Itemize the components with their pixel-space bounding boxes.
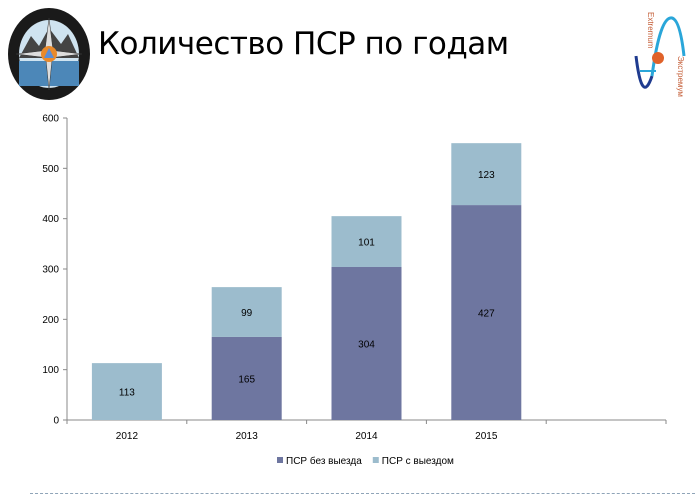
bar-2012-departure xyxy=(91,363,162,420)
legend-label: ПСР с выездом xyxy=(382,456,454,467)
svg-text:Extremum: Extremum xyxy=(646,12,655,49)
x-tick-label: 2012 xyxy=(116,431,139,442)
data-label: 101 xyxy=(358,238,375,249)
y-tick-label: 600 xyxy=(42,114,59,125)
svg-text:Экстремум: Экстремум xyxy=(676,56,685,97)
x-tick-label: 2013 xyxy=(236,431,259,442)
legend-label: ПСР без выезда xyxy=(286,455,362,467)
bar-2013-departure xyxy=(211,287,282,337)
y-tick-label: 400 xyxy=(42,214,59,225)
bar-2013-no-departure xyxy=(211,336,282,420)
y-tick-label: 300 xyxy=(42,265,59,276)
x-tick-label: 2014 xyxy=(355,431,378,442)
bar-2015-no-departure xyxy=(451,205,522,420)
data-label: 123 xyxy=(478,170,495,181)
extremum-logo: Extremum Экстремум xyxy=(634,12,686,97)
data-label: 99 xyxy=(241,308,253,319)
legend-swatch xyxy=(277,457,283,463)
bar-2014-no-departure xyxy=(331,266,402,420)
y-tick-label: 200 xyxy=(42,315,59,326)
y-tick-label: 100 xyxy=(42,365,59,376)
data-label: 113 xyxy=(119,388,135,399)
data-label: 165 xyxy=(238,374,255,385)
x-tick-label: 2015 xyxy=(475,431,498,442)
page-title: Количество ПСР по годам xyxy=(98,26,509,62)
divider xyxy=(30,493,695,494)
y-tick-label: 0 xyxy=(53,416,59,427)
data-label: 427 xyxy=(478,309,495,320)
legend-swatch xyxy=(372,457,379,463)
rescue-team-logo xyxy=(8,8,90,100)
data-label: 304 xyxy=(358,339,375,350)
bar-2015-departure xyxy=(451,143,522,206)
bar-2014-departure xyxy=(331,216,402,267)
y-tick-label: 500 xyxy=(42,164,59,175)
